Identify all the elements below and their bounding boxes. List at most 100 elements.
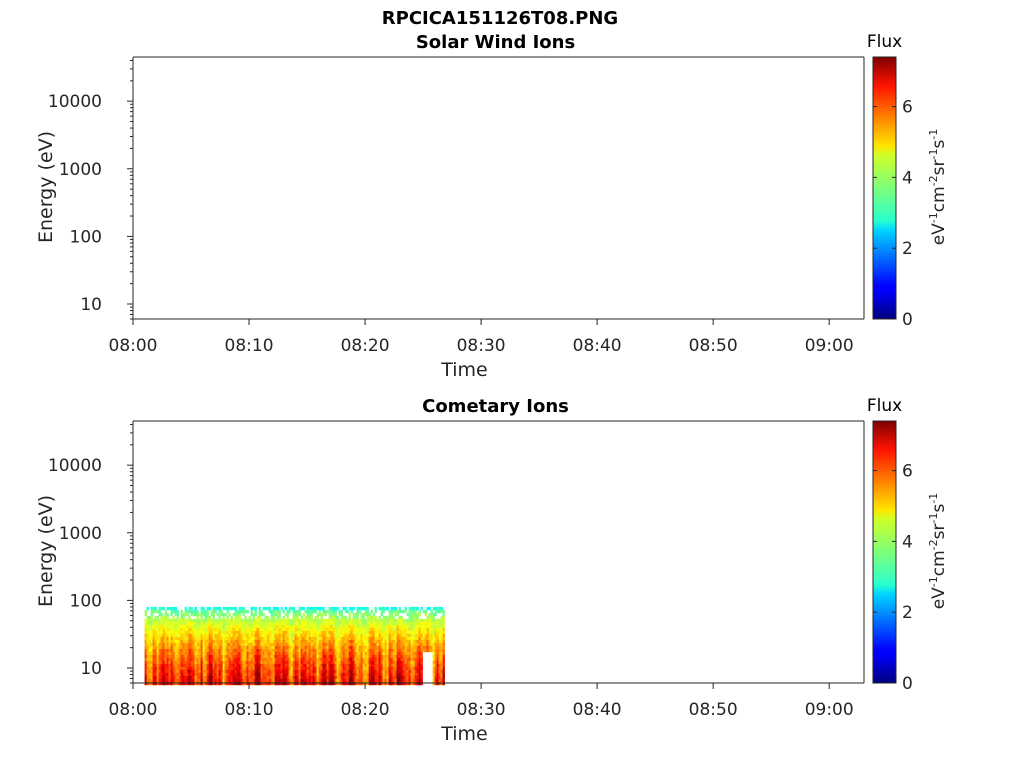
heatmap-cell bbox=[280, 639, 283, 644]
heatmap-cell bbox=[166, 642, 169, 647]
heatmap-cell bbox=[214, 654, 217, 659]
heatmap-cell bbox=[372, 615, 375, 620]
heatmap-cell bbox=[436, 663, 439, 668]
heatmap-cell bbox=[372, 627, 375, 632]
heatmap-cell bbox=[200, 609, 203, 614]
heatmap-cell bbox=[358, 657, 361, 662]
heatmap-cell bbox=[150, 681, 153, 686]
heatmap-cell bbox=[402, 675, 405, 680]
heatmap-cell bbox=[212, 618, 215, 623]
heatmap-cell bbox=[178, 681, 181, 686]
heatmap-cell bbox=[438, 654, 441, 659]
heatmap-cell bbox=[246, 627, 249, 632]
heatmap-cell bbox=[268, 675, 271, 680]
heatmap-cell bbox=[212, 624, 215, 629]
heatmap-cell bbox=[388, 645, 391, 650]
heatmap-cell bbox=[340, 615, 343, 620]
heatmap-cell bbox=[260, 675, 263, 680]
heatmap-cell bbox=[166, 645, 169, 650]
heatmap-cell bbox=[164, 657, 167, 662]
heatmap-cell bbox=[176, 621, 179, 626]
heatmap-cell bbox=[206, 612, 209, 617]
heatmap-cell bbox=[322, 645, 325, 650]
heatmap-cell bbox=[198, 639, 201, 644]
heatmap-cell bbox=[194, 678, 197, 683]
heatmap-cell bbox=[174, 657, 177, 662]
heatmap-cell bbox=[298, 657, 301, 662]
heatmap-cell bbox=[354, 624, 357, 629]
heatmap-cell bbox=[326, 675, 329, 680]
heatmap-cell bbox=[360, 612, 363, 617]
heatmap-cell bbox=[384, 633, 387, 638]
heatmap-cell bbox=[186, 660, 189, 665]
heatmap-cell bbox=[146, 681, 149, 686]
heatmap-cell bbox=[286, 633, 289, 638]
heatmap-cell bbox=[166, 627, 169, 632]
heatmap-cell bbox=[224, 675, 227, 680]
heatmap-cell bbox=[416, 618, 419, 623]
heatmap-cell bbox=[208, 639, 211, 644]
heatmap-cell bbox=[372, 618, 375, 623]
heatmap-cell bbox=[442, 639, 445, 644]
heatmap-cell bbox=[232, 663, 235, 668]
heatmap-cell bbox=[304, 645, 307, 650]
heatmap-cell bbox=[420, 672, 423, 677]
heatmap-cell bbox=[306, 672, 309, 677]
heatmap-cell bbox=[438, 639, 441, 644]
heatmap-cell bbox=[316, 645, 319, 650]
heatmap-cell bbox=[268, 645, 271, 650]
heatmap-cell bbox=[298, 618, 301, 623]
heatmap-cell bbox=[394, 624, 397, 629]
heatmap-cell bbox=[370, 672, 373, 677]
heatmap-cell bbox=[346, 630, 349, 635]
heatmap-cell bbox=[422, 633, 425, 638]
heatmap-cell bbox=[232, 627, 235, 632]
heatmap-cell bbox=[144, 633, 147, 638]
heatmap-cell bbox=[378, 636, 381, 641]
heatmap-cell bbox=[236, 630, 239, 635]
heatmap-cell bbox=[212, 666, 215, 671]
heatmap-cell bbox=[408, 651, 411, 656]
heatmap-cell bbox=[230, 669, 233, 674]
heatmap-cell bbox=[378, 663, 381, 668]
heatmap-cell bbox=[184, 612, 187, 617]
heatmap-cell bbox=[196, 636, 199, 641]
heatmap-cell bbox=[382, 630, 385, 635]
heatmap-cell bbox=[280, 678, 283, 683]
heatmap-cell bbox=[384, 645, 387, 650]
heatmap-cell bbox=[252, 606, 255, 611]
heatmap-cell bbox=[284, 675, 287, 680]
heatmap-cell bbox=[280, 627, 283, 632]
heatmap-cell bbox=[352, 639, 355, 644]
heatmap-cell bbox=[280, 624, 283, 629]
heatmap-cell bbox=[264, 627, 267, 632]
heatmap-cell bbox=[390, 642, 393, 647]
heatmap-cell bbox=[372, 657, 375, 662]
heatmap-cell bbox=[150, 627, 153, 632]
heatmap-cell bbox=[424, 624, 427, 629]
heatmap-cell bbox=[436, 645, 439, 650]
y-tick-label: 10000 bbox=[48, 92, 102, 112]
heatmap-cell bbox=[264, 654, 267, 659]
heatmap-cell bbox=[202, 681, 205, 686]
heatmap-cell bbox=[326, 621, 329, 626]
heatmap-cell bbox=[438, 609, 441, 614]
heatmap-cell bbox=[356, 606, 359, 611]
heatmap-cell bbox=[214, 633, 217, 638]
heatmap-cell bbox=[188, 639, 191, 644]
heatmap-cell bbox=[162, 624, 165, 629]
heatmap-cell bbox=[430, 621, 433, 626]
heatmap-cell bbox=[368, 642, 371, 647]
heatmap-cell bbox=[396, 636, 399, 641]
heatmap-cell bbox=[284, 624, 287, 629]
heatmap-cell bbox=[402, 618, 405, 623]
heatmap-cell bbox=[156, 630, 159, 635]
heatmap-cell bbox=[302, 675, 305, 680]
heatmap-cell bbox=[364, 624, 367, 629]
heatmap-cell bbox=[376, 618, 379, 623]
heatmap-cell bbox=[384, 642, 387, 647]
heatmap-cell bbox=[250, 645, 253, 650]
heatmap-cell bbox=[292, 660, 295, 665]
heatmap-cell bbox=[198, 669, 201, 674]
heatmap-cell bbox=[222, 660, 225, 665]
